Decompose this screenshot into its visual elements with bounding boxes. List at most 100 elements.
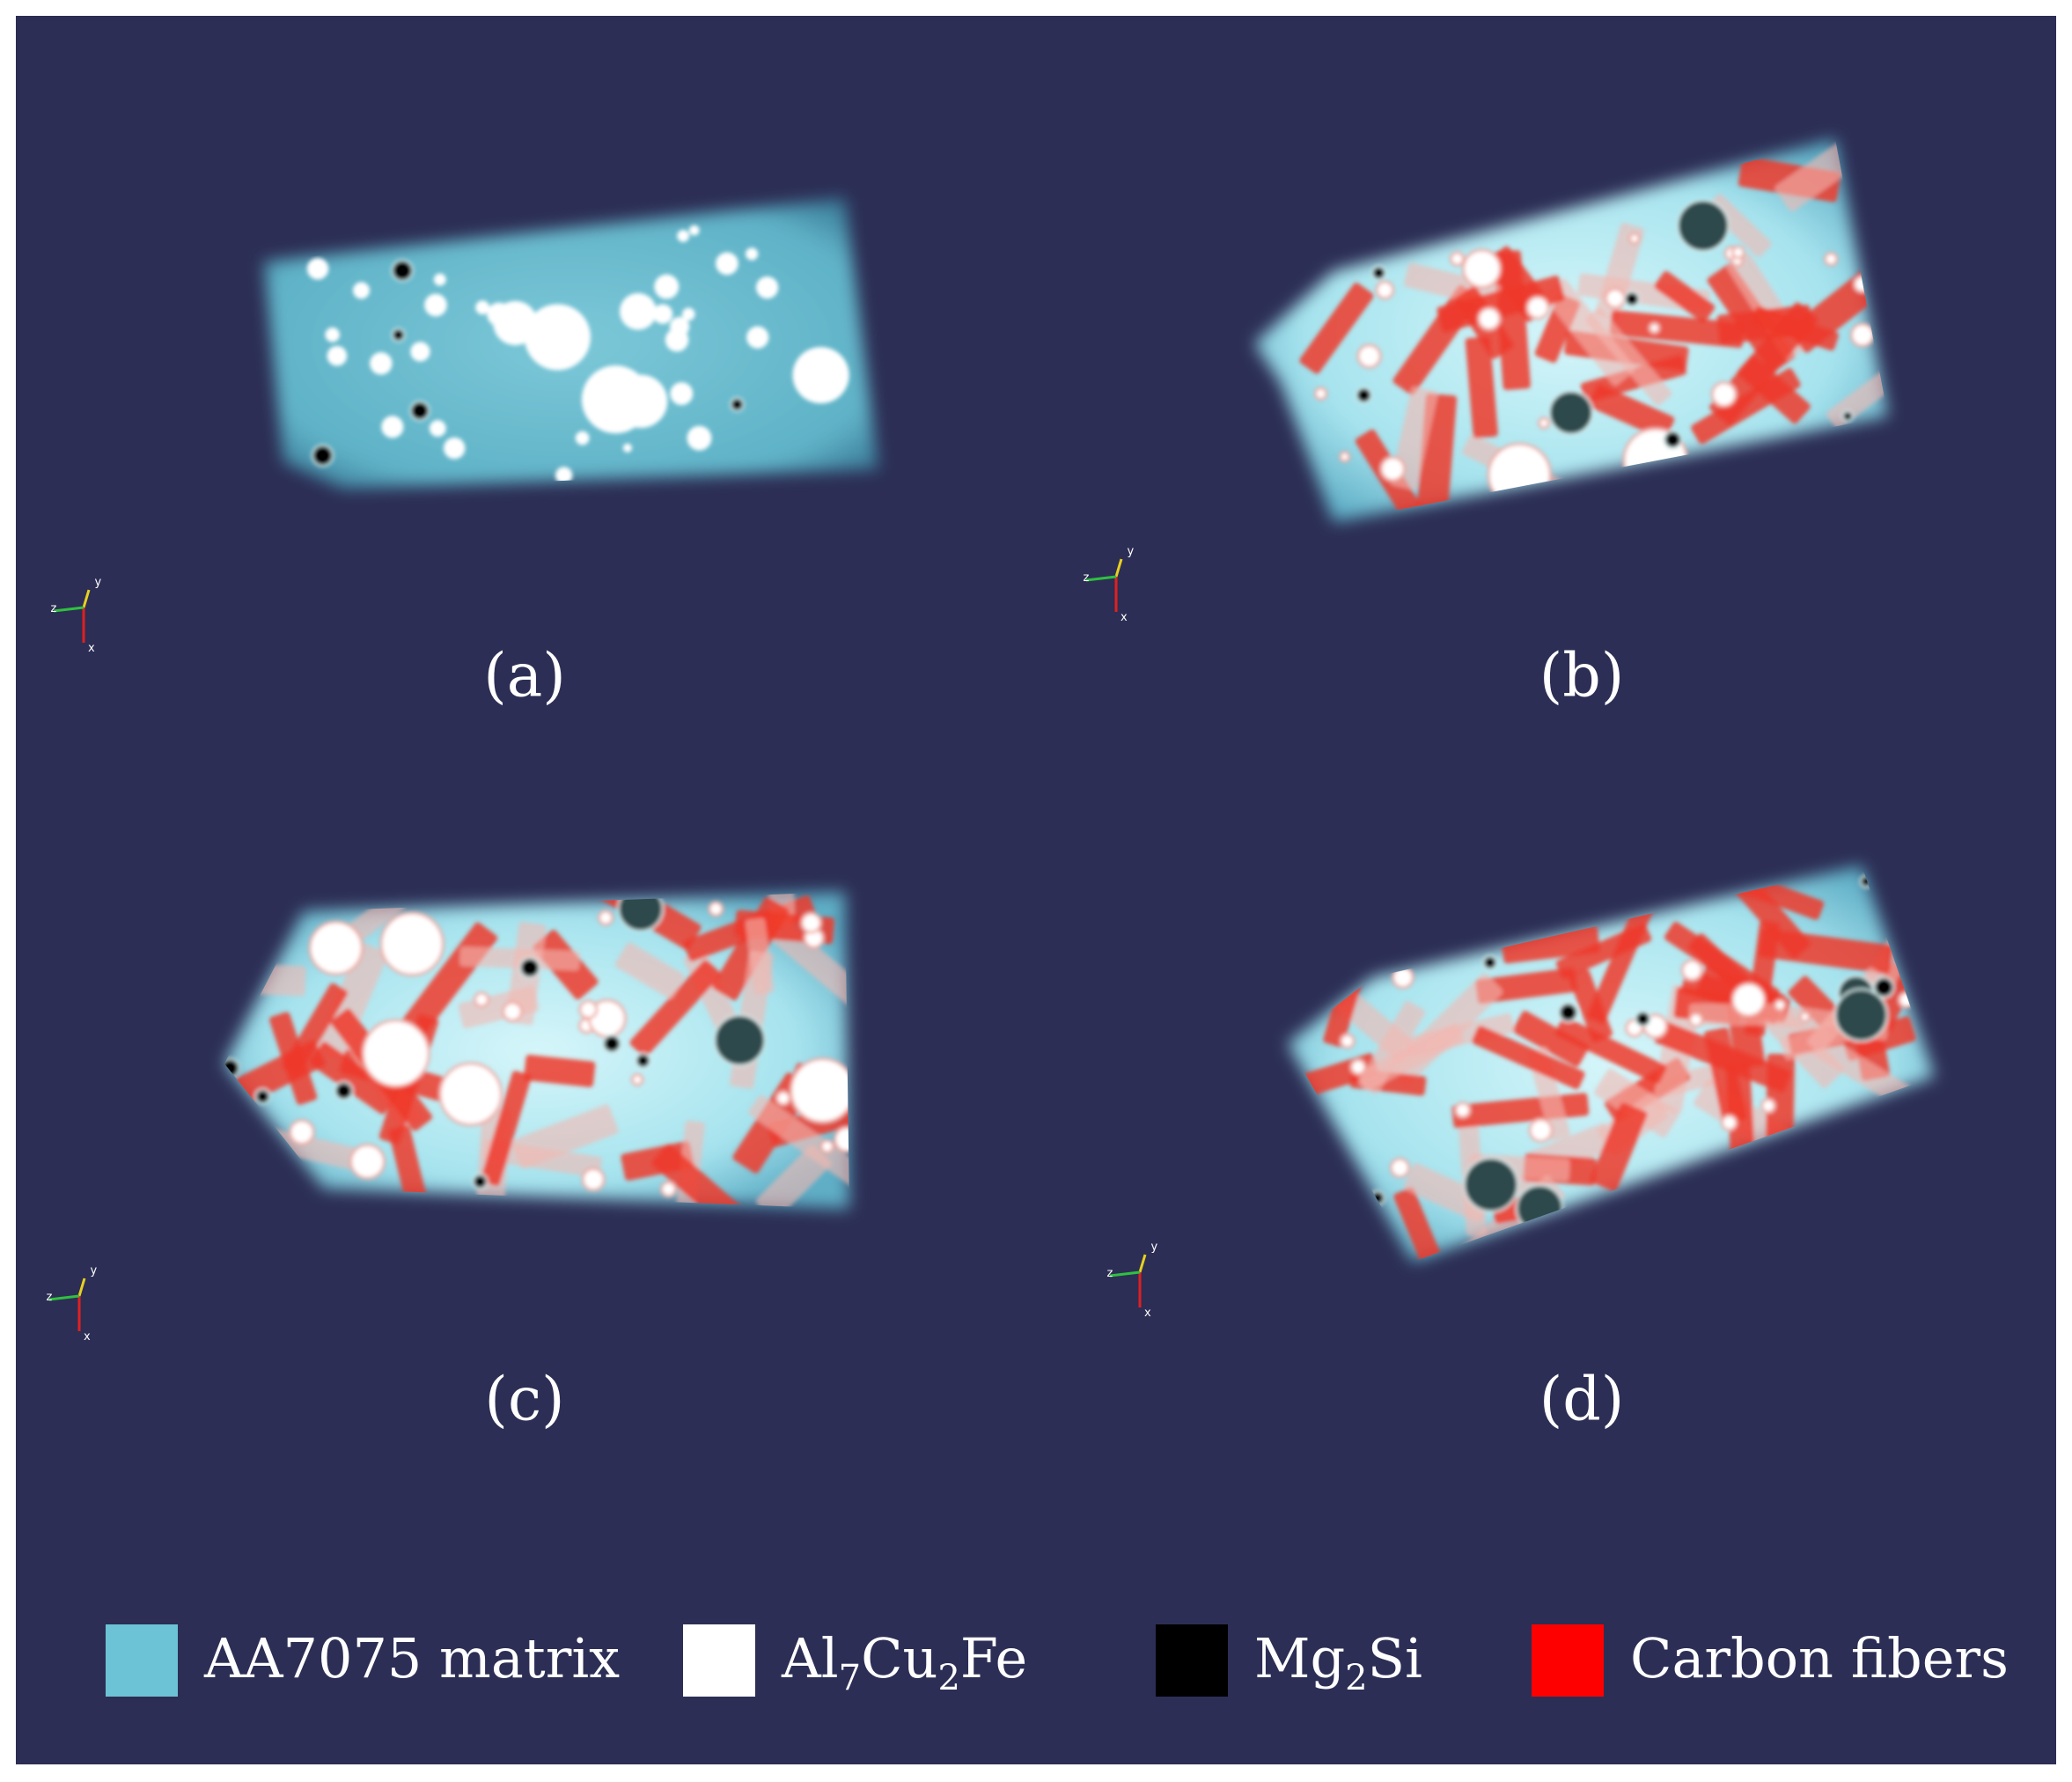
intermetallic-particle xyxy=(1720,1114,1738,1131)
intermetallic-particle xyxy=(433,273,446,286)
intermetallic-particle xyxy=(1730,245,1745,260)
intermetallic-particle xyxy=(792,347,849,404)
mg2si-particle xyxy=(1370,265,1386,281)
carbon-fiber xyxy=(1358,1001,1425,1094)
panel: (c) x y z xyxy=(47,892,849,1435)
mg2si-particle xyxy=(1624,291,1640,307)
legend-text: Mg xyxy=(1254,1626,1345,1690)
legend-text: Si xyxy=(1368,1626,1422,1690)
intermetallic-particle xyxy=(652,304,673,324)
axis-triad: x y z xyxy=(1107,1241,1158,1320)
mg2si-particle xyxy=(311,444,334,468)
intermetallic-particle xyxy=(833,1126,849,1153)
particles xyxy=(1299,139,1888,522)
intermetallic-particle xyxy=(443,437,466,460)
legend-label: Al7Cu2Fe xyxy=(781,1626,1027,1698)
carbon-fiber xyxy=(1393,1187,1453,1262)
triad-label: x xyxy=(84,1330,91,1344)
intermetallic-particle xyxy=(424,293,447,317)
mg2si-particle xyxy=(1873,976,1895,998)
intermetallic-particle xyxy=(379,911,445,976)
intermetallic-particle xyxy=(349,1143,386,1180)
triad-label: z xyxy=(1084,571,1090,585)
carbon-fiber xyxy=(1609,310,1745,349)
carbon-fiber xyxy=(481,1139,602,1178)
carbon-fiber xyxy=(748,1094,849,1189)
legend-label: AA7075 matrix xyxy=(203,1626,620,1690)
panel: (d) x y z xyxy=(1107,865,1935,1435)
particles xyxy=(306,225,849,484)
intermetallic-particle xyxy=(1449,251,1466,267)
mg2si-particle xyxy=(1548,390,1594,436)
intermetallic-particle xyxy=(688,225,700,236)
intermetallic-particle xyxy=(1849,322,1875,348)
carbon-fiber xyxy=(1569,969,1613,1042)
intermetallic-particle xyxy=(681,307,695,321)
intermetallic-particle xyxy=(1774,998,1787,1012)
mg2si-particle xyxy=(1635,1011,1651,1027)
panel-label: (b) xyxy=(1539,642,1625,711)
intermetallic-particle xyxy=(325,327,341,342)
intermetallic-particle xyxy=(1760,1098,1776,1114)
intermetallic-particle xyxy=(555,467,573,484)
mg2si-particle xyxy=(1356,387,1372,404)
intermetallic-particle xyxy=(1339,451,1351,463)
intermetallic-particle xyxy=(524,304,591,371)
carbon-fiber xyxy=(755,1145,832,1209)
intermetallic-particle xyxy=(438,1062,503,1126)
intermetallic-particle xyxy=(306,258,329,280)
intermetallic-particle xyxy=(819,1138,834,1154)
carbon-fiber xyxy=(1436,276,1565,333)
legend-text: AA7075 matrix xyxy=(203,1626,620,1690)
triad-label: y xyxy=(91,1264,98,1278)
intermetallic-particle xyxy=(581,365,650,434)
triad-label: z xyxy=(1107,1267,1113,1280)
mg2si-particle xyxy=(602,1034,621,1054)
intermetallic-particle xyxy=(755,276,779,299)
intermetallic-particle xyxy=(790,1057,849,1123)
mg2si-particle xyxy=(635,1052,651,1069)
intermetallic-particle xyxy=(1730,982,1767,1018)
intermetallic-particle xyxy=(1379,455,1406,482)
mg2si-particle xyxy=(1482,954,1498,970)
mg2si-particle xyxy=(1463,1157,1519,1212)
carbon-fiber xyxy=(1826,345,1888,430)
intermetallic-particle xyxy=(1375,280,1395,300)
intermetallic-particle xyxy=(1604,287,1626,309)
axis-triad: x y z xyxy=(1084,545,1135,624)
intermetallic-particle xyxy=(687,425,712,451)
panel: (b) x y z xyxy=(1084,139,1888,711)
mg2si-particle xyxy=(254,1088,271,1105)
carbon-fiber xyxy=(1465,336,1498,438)
mg2si-particle xyxy=(1841,409,1854,423)
intermetallic-particle xyxy=(370,351,393,375)
triad-axis xyxy=(77,1278,86,1297)
triad-label: y xyxy=(1128,545,1135,558)
intermetallic-particle xyxy=(1389,1157,1410,1178)
intermetallic-particle xyxy=(622,443,632,453)
panel-label: (c) xyxy=(484,1366,564,1435)
triad-axis xyxy=(1085,575,1117,582)
intermetallic-particle xyxy=(800,911,822,934)
intermetallic-particle xyxy=(677,230,690,242)
mg2si-particle xyxy=(1558,1002,1578,1023)
legend-swatch xyxy=(106,1624,178,1697)
carbon-fiber xyxy=(1585,307,1672,406)
carbon-fiber xyxy=(1299,283,1374,374)
triad-label: z xyxy=(51,602,57,615)
intermetallic-particle xyxy=(308,920,364,976)
panel-label: (d) xyxy=(1539,1366,1625,1435)
legend-subscript: 2 xyxy=(1345,1658,1367,1698)
carbon-fiber xyxy=(1403,1163,1491,1223)
intermetallic-particle xyxy=(670,382,694,406)
carbon-fiber xyxy=(459,946,580,971)
triad-axis xyxy=(1114,558,1123,578)
intermetallic-particle xyxy=(475,300,490,315)
carbon-fiber xyxy=(1512,1011,1589,1067)
triad-axis xyxy=(1138,1254,1147,1273)
intermetallic-particle xyxy=(1824,252,1839,267)
mg2si-particle xyxy=(1677,199,1730,253)
intermetallic-particle xyxy=(1313,387,1328,401)
triad-label: x xyxy=(88,642,95,655)
